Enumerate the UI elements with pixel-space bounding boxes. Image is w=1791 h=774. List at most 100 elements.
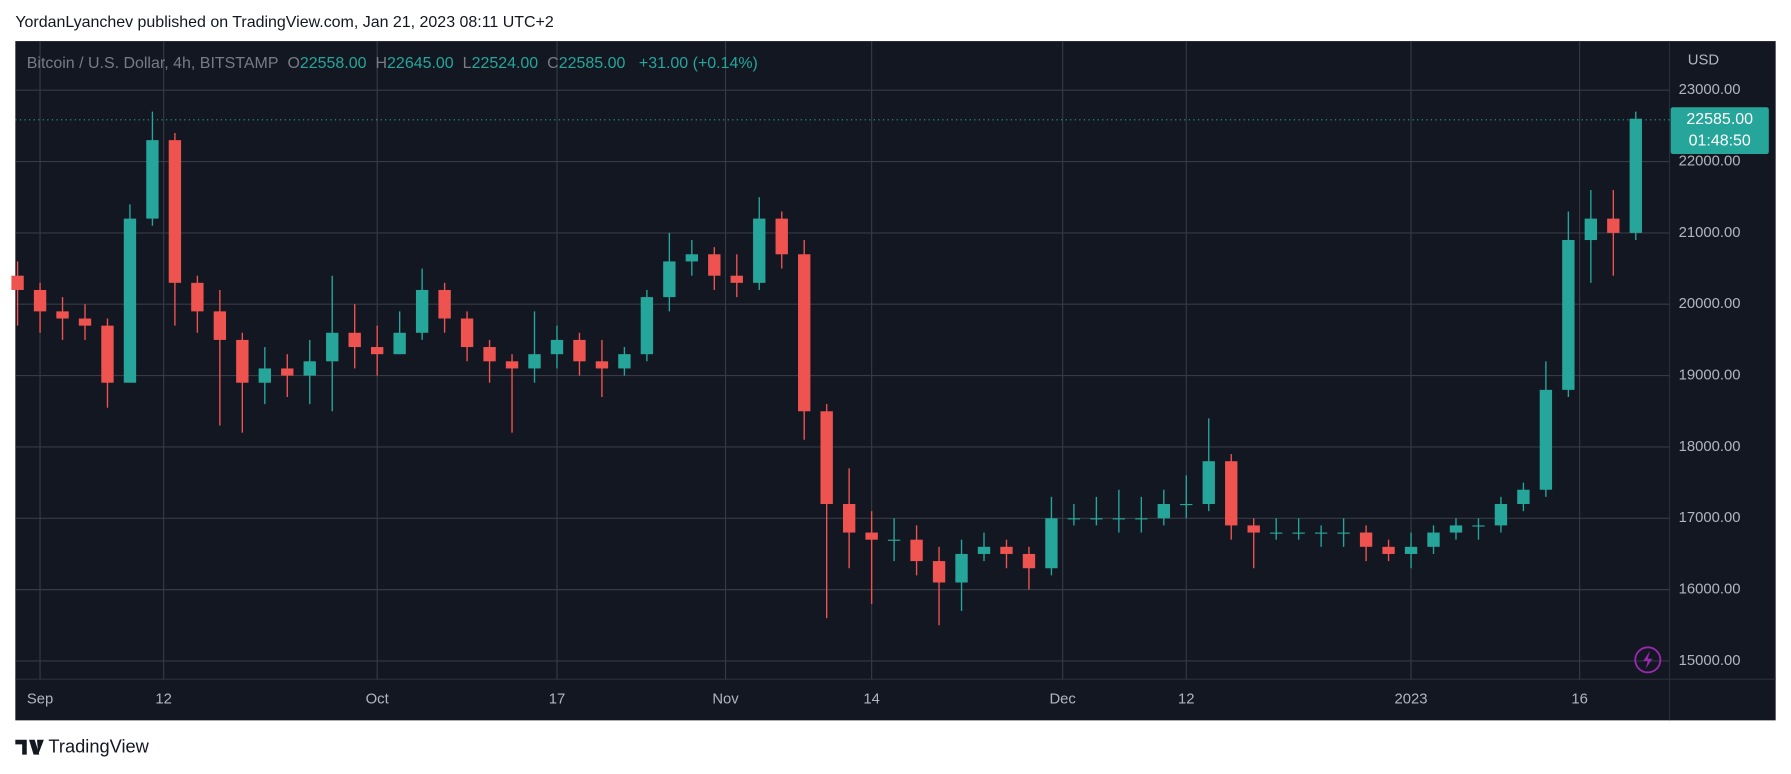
open-value: 22558.00 [300, 55, 367, 72]
candle-body [1090, 518, 1103, 520]
candle-body [955, 553, 968, 583]
publisher-header: YordanLyanchev published on TradingView.… [15, 14, 554, 31]
candle-body [146, 140, 159, 219]
candle-body [1382, 546, 1395, 554]
candle-body [640, 297, 654, 355]
candle-body [977, 546, 991, 554]
candle-body [1494, 504, 1508, 526]
last-price-label: 22585.00 [1686, 111, 1753, 128]
candle-body [1562, 240, 1575, 390]
candle-body [101, 325, 114, 383]
candle-body [191, 282, 204, 312]
candle-body [1337, 532, 1350, 534]
candle-body [820, 411, 833, 505]
candle-body [708, 254, 721, 276]
high-value: 22645.00 [387, 55, 454, 72]
brand-logo [15, 739, 44, 755]
candle-body [1539, 389, 1553, 490]
low-label: L [463, 55, 472, 72]
candle-body [1022, 553, 1036, 569]
candle-body [1202, 461, 1215, 505]
candle-body [932, 561, 946, 583]
candle-body [1135, 518, 1148, 520]
x-tick-label: Sep [27, 692, 53, 708]
candle-body [1112, 518, 1126, 520]
high-label: H [376, 55, 388, 72]
alert-circle[interactable] [1634, 646, 1662, 674]
candle-body [1314, 532, 1328, 534]
y-tick-label: 23000.00 [1679, 82, 1741, 98]
candle-body [528, 354, 541, 369]
x-tick-label: Oct [366, 692, 390, 708]
alert-icon[interactable] [1634, 646, 1662, 674]
candles [11, 111, 1670, 626]
candle-body [348, 332, 361, 348]
candle-body [11, 275, 24, 290]
y-tick-label: 15000.00 [1679, 653, 1741, 669]
countdown: 01:48:50 [1689, 133, 1751, 150]
candle-body [1000, 546, 1013, 554]
candle-body [842, 504, 856, 533]
y-tick-label: 18000.00 [1679, 439, 1741, 455]
candle-body [618, 354, 631, 369]
x-tick-label: Dec [1049, 692, 1076, 708]
candle-body [1449, 525, 1463, 533]
candle-body [168, 140, 182, 283]
currency-label: USD [1688, 52, 1719, 68]
candle-body [56, 311, 69, 319]
symbol: Bitcoin / U.S. Dollar, 4h, BITSTAMP [27, 55, 279, 72]
x-tick-label: 16 [1571, 692, 1588, 708]
candle-body [1180, 504, 1193, 506]
close-value: 22585.00 [559, 55, 626, 72]
candle-body [1584, 218, 1598, 241]
low-value: 22524.00 [472, 55, 539, 72]
candle-body [1247, 525, 1260, 533]
candle-body [1629, 118, 1642, 233]
x-tick-label: 12 [1178, 692, 1195, 708]
candle-body [573, 339, 586, 362]
change: +31.00 (+0.14%) [639, 55, 758, 72]
candle-body [438, 289, 451, 319]
x-tick-label: Nov [712, 692, 739, 708]
candle-body [1157, 504, 1170, 519]
y-tick-label: 16000.00 [1679, 582, 1741, 598]
candle-body [775, 218, 788, 255]
candle-body [798, 254, 811, 412]
candle-body [887, 539, 901, 541]
candle-body [685, 254, 699, 262]
candle-body [910, 539, 923, 562]
candle-body [258, 368, 271, 383]
candle-body [1472, 525, 1485, 527]
candle-body [1292, 532, 1305, 534]
alert-bolt[interactable] [1643, 650, 1653, 669]
x-tick-label: 14 [863, 692, 880, 708]
candle-body [865, 532, 878, 540]
candle-body [1517, 489, 1530, 505]
candle-body [1225, 461, 1238, 526]
candle-body [1359, 532, 1373, 547]
last-price-tag [1670, 107, 1769, 155]
open-label: O [287, 55, 299, 72]
candle-body [1067, 518, 1081, 520]
y-tick-label: 17000.00 [1679, 510, 1741, 526]
candle-body [663, 261, 676, 298]
candle-body [123, 218, 137, 383]
candle-body [730, 275, 743, 283]
axes: 15000.00 16000.00 17000.00 18000.00 19000.00… [27, 82, 1769, 708]
candle-body [236, 339, 249, 383]
candle-body [1607, 218, 1620, 233]
y-tick-label: 20000.00 [1679, 296, 1741, 312]
candle-body [415, 289, 429, 333]
candle-body [303, 361, 316, 376]
y-tick-label: 22000.00 [1679, 153, 1741, 169]
candle-body [460, 318, 474, 348]
candle-body [1427, 532, 1440, 547]
candle-body [1270, 532, 1283, 534]
brand-name: TradingView [48, 736, 149, 757]
close-label: C [547, 55, 559, 72]
candle-body [550, 339, 564, 355]
x-tick-label: 2023 [1395, 692, 1428, 708]
candle-body [483, 347, 496, 362]
